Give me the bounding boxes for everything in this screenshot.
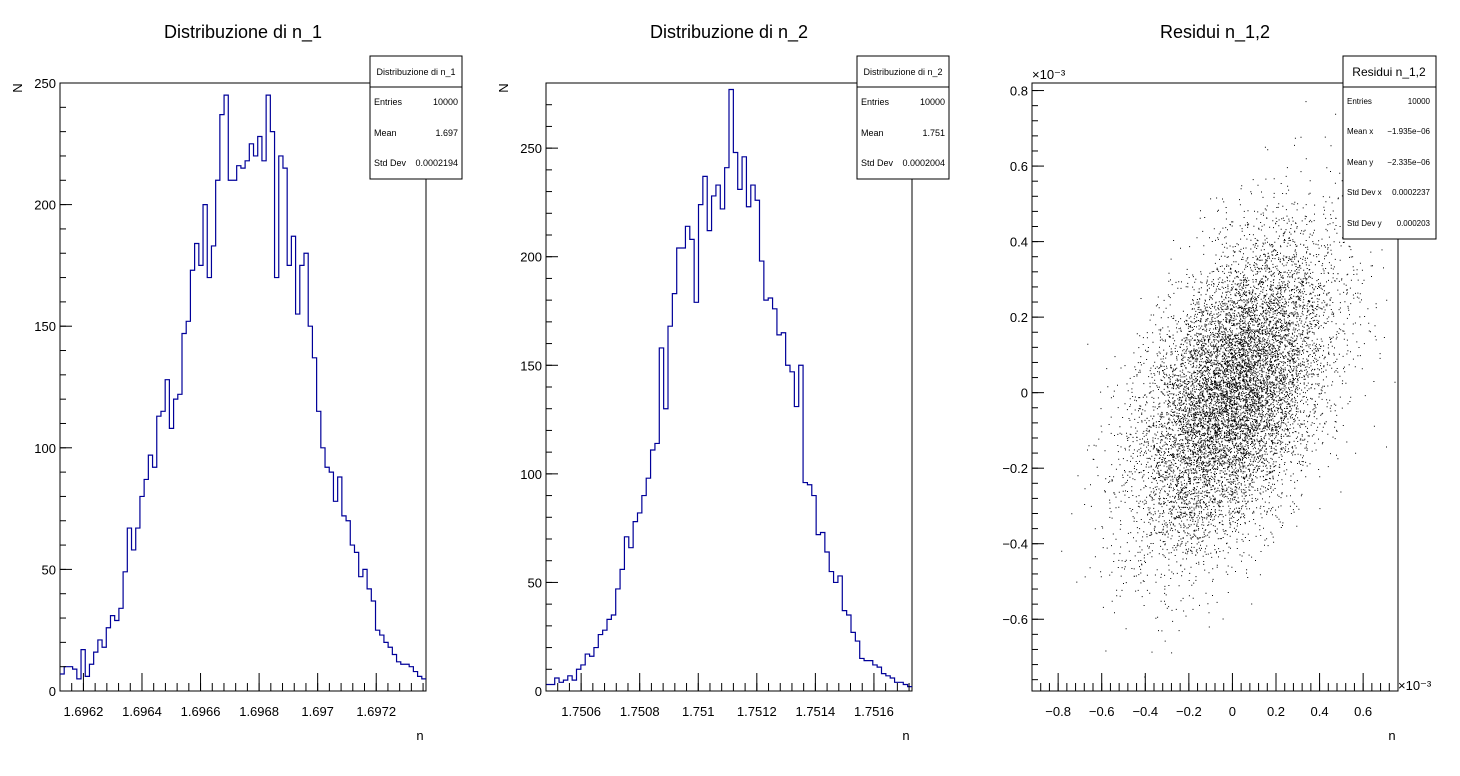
- x-tick-label: 0.2: [1267, 704, 1285, 719]
- y-tick-label: 250: [520, 141, 542, 156]
- stats-box: Distribuzione di n_1 Entries 10000 Mean …: [369, 55, 463, 180]
- stats-mean-value: 1.751: [922, 128, 945, 138]
- y-axis-label: N: [496, 83, 511, 92]
- y-tick-label: 50: [42, 562, 56, 577]
- stats-meany-value: −2.335e−06: [1387, 158, 1430, 167]
- x-tick-label: 1.7514: [795, 704, 835, 719]
- y-tick-label: 0: [535, 684, 542, 699]
- stats-stddev-label: Std Dev: [861, 158, 894, 168]
- stats-meanx-value: −1.935e−06: [1387, 127, 1430, 136]
- histogram-outline: [60, 94, 426, 680]
- stats-entries-label: Entries: [374, 97, 403, 107]
- y-tick-label: 100: [34, 441, 56, 456]
- stats-box-title: Residui n_1,2: [1352, 65, 1426, 79]
- histogram-area: [60, 94, 426, 680]
- plot-frame: [59, 82, 427, 692]
- stats-stddevx-label: Std Dev x: [1347, 188, 1382, 197]
- x-tick-label: 1.6964: [122, 704, 162, 719]
- x-axis-label: n: [1388, 728, 1395, 743]
- chart-title: Residui n_1,2: [1160, 22, 1270, 43]
- stats-entries-value: 10000: [433, 97, 458, 107]
- y-tick-label: 100: [520, 467, 542, 482]
- scatter-panel-residui: Residui n_1,2 n ×10⁻³ ×10⁻³ −0.8 −0.6 −0.4…: [1002, 22, 1437, 743]
- y-ticks: 0 50 100 150 200 250: [34, 76, 72, 699]
- x-tick-label: 0.6: [1354, 704, 1372, 719]
- y-ticks: −0.6 −0.4 −0.2 0 0.2 0.4 0.6 0.8: [1002, 84, 1044, 681]
- y-tick-label: 0.2: [1010, 310, 1028, 325]
- y-tick-label: 250: [34, 76, 56, 91]
- stats-box: Distribuzione di n_2 Entries 10000 Mean …: [856, 55, 950, 180]
- x-tick-label: 1.7516: [854, 704, 894, 719]
- x-tick-label: 1.697: [301, 704, 334, 719]
- y-tick-label: 150: [34, 319, 56, 334]
- x-axis-label: n: [416, 728, 423, 743]
- stats-entries-label: Entries: [861, 97, 890, 107]
- stats-box-title: Distribuzione di n_1: [376, 67, 455, 77]
- stats-box-title: Distribuzione di n_2: [863, 67, 942, 77]
- x-tick-label: −0.4: [1132, 704, 1158, 719]
- x-tick-label: 1.6972: [356, 704, 396, 719]
- x-ticks: 1.7506 1.7508 1.751 1.7512 1.7514 1.7516: [545, 673, 910, 719]
- stats-entries-value: 10000: [1408, 97, 1431, 106]
- x-tick-label: 1.6962: [64, 704, 104, 719]
- x-tick-label: 1.7508: [620, 704, 660, 719]
- x-tick-label: 1.7512: [737, 704, 777, 719]
- x-tick-label: 0.4: [1311, 704, 1329, 719]
- x-tick-label: −0.2: [1176, 704, 1202, 719]
- x-tick-label: 1.7506: [561, 704, 601, 719]
- stats-meanx-label: Mean x: [1347, 127, 1373, 136]
- stats-stddevy-label: Std Dev y: [1347, 219, 1382, 228]
- x-ticks: 1.6962 1.6964 1.6966 1.6968 1.697 1.6972: [59, 673, 424, 719]
- y-tick-label: 0.4: [1010, 235, 1028, 250]
- stats-stddevy-value: 0.000203: [1397, 219, 1431, 228]
- x-tick-label: 0: [1229, 704, 1236, 719]
- x-axis-label: n: [902, 728, 909, 743]
- stats-meany-label: Mean y: [1347, 158, 1373, 167]
- chart-title: Distribuzione di n_1: [164, 22, 322, 43]
- x-tick-label: 1.6966: [181, 704, 221, 719]
- stats-mean-label: Mean: [374, 128, 397, 138]
- stats-stddev-value: 0.0002194: [415, 158, 458, 168]
- y-axis-exponent: ×10⁻³: [1032, 67, 1066, 82]
- stats-entries-value: 10000: [920, 97, 945, 107]
- y-tick-label: 200: [520, 250, 542, 265]
- y-tick-label: −0.6: [1002, 612, 1028, 627]
- x-tick-label: −0.6: [1089, 704, 1115, 719]
- histogram-panel-n1: Distribuzione di n_1 N n 1.6962 1.6964 1.6…: [10, 22, 463, 743]
- x-ticks: −0.8 −0.6 −0.4 −0.2 0 0.2 0.4 0.6: [1031, 673, 1399, 719]
- y-tick-label: 50: [528, 575, 542, 590]
- histogram-outline: [546, 88, 912, 688]
- y-ticks: 0 50 100 150 200 250: [520, 82, 558, 699]
- x-tick-label: 1.6968: [239, 704, 279, 719]
- y-tick-label: 0.8: [1010, 84, 1028, 99]
- stats-mean-label: Mean: [861, 128, 884, 138]
- y-tick-label: 150: [520, 358, 542, 373]
- stats-box: Residui n_1,2 Entries 10000 Mean x −1.93…: [1342, 55, 1437, 240]
- stats-mean-value: 1.697: [435, 128, 458, 138]
- y-tick-label: 0.6: [1010, 159, 1028, 174]
- y-axis-label: N: [10, 83, 25, 92]
- y-tick-label: −0.2: [1002, 461, 1028, 476]
- x-tick-label: −0.8: [1045, 704, 1071, 719]
- y-tick-label: 0: [1021, 386, 1028, 401]
- x-tick-label: 1.751: [682, 704, 715, 719]
- y-tick-label: −0.4: [1002, 537, 1028, 552]
- chart-title: Distribuzione di n_2: [650, 22, 808, 43]
- y-tick-label: 0: [49, 684, 56, 699]
- y-tick-label: 200: [34, 198, 56, 213]
- histogram-area: [546, 88, 912, 688]
- stats-stddev-label: Std Dev: [374, 158, 407, 168]
- stats-entries-label: Entries: [1347, 97, 1372, 106]
- x-axis-exponent: ×10⁻³: [1398, 678, 1432, 693]
- stats-stddev-value: 0.0002004: [902, 158, 945, 168]
- stats-stddevx-value: 0.0002237: [1392, 188, 1430, 197]
- histogram-panel-n2: Distribuzione di n_2 N n 1.7506 1.7508 1.7…: [496, 22, 950, 743]
